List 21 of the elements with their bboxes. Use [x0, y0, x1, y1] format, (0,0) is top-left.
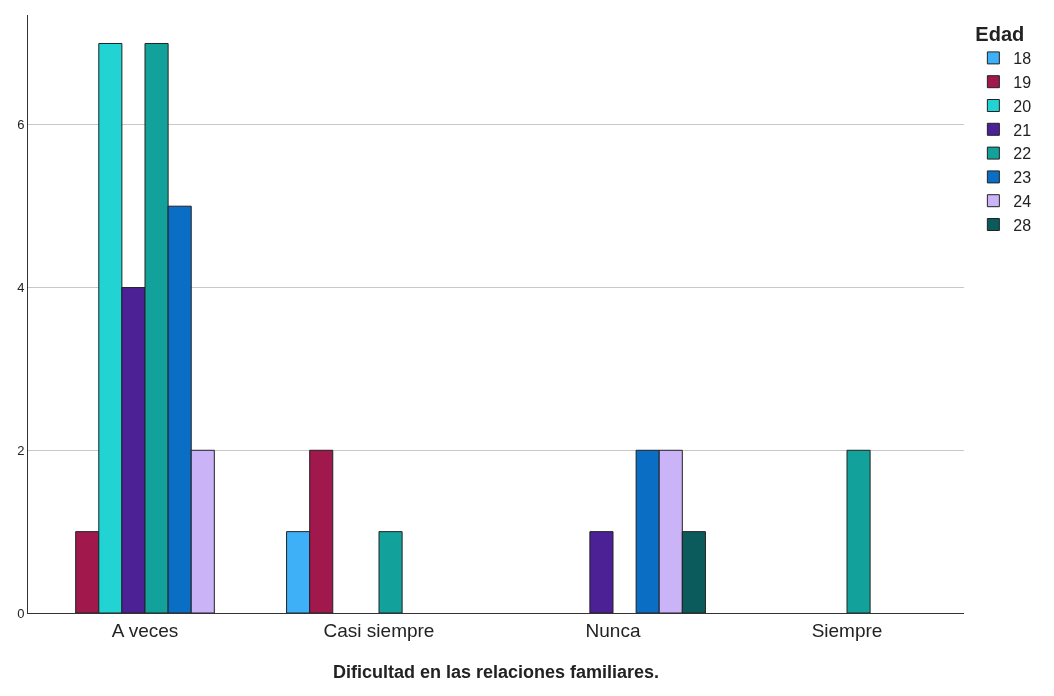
- x-axis-title: Dificultad en las relaciones familiares.: [332, 661, 660, 682]
- y-tick-label: 2: [17, 442, 25, 458]
- legend-label: 18: [1013, 50, 1032, 68]
- legend-label: 21: [1013, 121, 1032, 139]
- legend-title: Edad: [975, 23, 1025, 45]
- legend-label: 20: [1013, 97, 1032, 115]
- legend-label: 24: [1013, 192, 1032, 210]
- legend-label: 22: [1013, 145, 1032, 163]
- x-tick-label: Nunca: [585, 619, 641, 641]
- y-tick-label: 6: [17, 117, 25, 133]
- bar: [589, 531, 614, 613]
- y-tick-label: 0: [17, 605, 25, 621]
- x-tick-label: Casi siempre: [323, 619, 435, 641]
- bar: [378, 531, 403, 613]
- legend-label: 23: [1013, 169, 1032, 187]
- legend-label: 19: [1013, 73, 1032, 91]
- bar: [846, 449, 871, 613]
- x-tick-label: A veces: [111, 619, 179, 641]
- y-tick-label: 4: [17, 280, 25, 296]
- legend-label: 28: [1013, 216, 1032, 234]
- x-tick-label: Siempre: [811, 619, 883, 641]
